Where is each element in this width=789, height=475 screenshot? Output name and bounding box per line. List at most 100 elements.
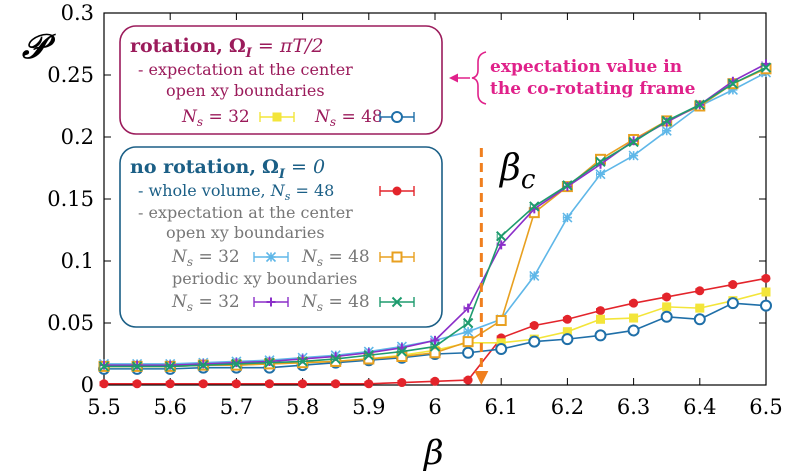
series-6 — [98, 62, 772, 372]
data-point — [727, 84, 738, 95]
data-point — [761, 287, 771, 297]
y-tick-label: 0.3 — [61, 1, 94, 25]
data-point — [297, 356, 308, 367]
y-axis-title: 𝒫 — [22, 27, 56, 67]
legend-marker — [391, 296, 403, 308]
x-tick-label: 6.3 — [617, 395, 650, 419]
data-point — [562, 180, 573, 191]
x-tick-label: 6.2 — [551, 395, 584, 419]
data-point — [429, 347, 441, 359]
x-tick-label: 5.5 — [87, 395, 120, 419]
x-tick-label: 5.7 — [220, 395, 253, 419]
legend-open-boundaries: open xy boundaries — [166, 223, 325, 242]
beta-c-arrow-icon — [474, 371, 489, 385]
data-point — [298, 379, 308, 389]
data-point — [628, 136, 639, 148]
legend-whole-volume: - whole volume, Ns = 48 — [138, 181, 334, 203]
data-point — [231, 358, 242, 370]
data-point — [760, 62, 772, 73]
data-point — [561, 333, 574, 346]
data-point — [594, 329, 607, 342]
y-tick-label: 0.15 — [47, 187, 94, 211]
data-point — [495, 315, 507, 327]
data-point — [495, 230, 507, 242]
data-point — [562, 212, 573, 223]
series-0 — [99, 273, 771, 389]
legend-rotation-ns32: Ns = 32 — [181, 107, 250, 129]
data-point — [132, 379, 142, 389]
legend-periodic-ns48-marker — [379, 296, 415, 308]
annotation-brace — [471, 51, 487, 105]
legend-periodic-ns32-marker — [253, 297, 289, 307]
data-point — [661, 115, 672, 127]
x-tick-label: 5.8 — [286, 395, 319, 419]
x-tick-label: 5.6 — [153, 395, 186, 419]
legend-periodic-boundaries: periodic xy boundaries — [172, 269, 357, 288]
data-point — [528, 335, 541, 348]
legend-marker — [266, 297, 276, 307]
data-point — [330, 353, 341, 365]
y-tick-label: 0.25 — [47, 63, 94, 87]
data-point — [627, 324, 640, 337]
data-point — [463, 375, 473, 385]
annotation-arrow-icon — [449, 73, 458, 83]
data-point — [695, 303, 705, 313]
legend-marker — [391, 111, 403, 123]
data-point — [430, 335, 440, 345]
legend-rotation-ns48-marker — [379, 111, 415, 123]
data-point — [728, 280, 738, 290]
annotation-line2: the co-rotating frame — [490, 79, 696, 99]
data-point — [463, 303, 473, 313]
legend-no-rotation: no rotation, ΩI = 0 - whole volume, Ns = … — [119, 146, 443, 328]
annotation-line1: expectation value in — [490, 57, 682, 77]
x-tick-label: 5.9 — [352, 395, 385, 419]
legend-rotation-ns32-marker — [259, 112, 295, 122]
data-point — [693, 313, 706, 326]
legend-rotation-line2: open xy boundaries — [166, 81, 325, 100]
data-point — [562, 314, 572, 324]
data-point — [727, 78, 739, 89]
data-point — [164, 361, 176, 372]
series-layer — [98, 59, 772, 389]
x-tick-label: 6.5 — [749, 395, 782, 419]
data-point — [562, 327, 572, 337]
legend-marker — [272, 112, 282, 122]
data-point — [694, 99, 706, 110]
data-point — [99, 379, 109, 389]
legend-whole-volume-marker — [379, 186, 415, 196]
y-tick-label: 0.05 — [47, 311, 94, 335]
data-point — [628, 150, 639, 161]
data-point — [396, 346, 408, 357]
x-tick-label: 6.1 — [484, 395, 517, 419]
data-point — [596, 314, 605, 324]
legend-open-ns48: Ns = 48 — [301, 247, 370, 269]
legend-center-line: - expectation at the center — [138, 203, 353, 222]
data-point — [231, 379, 241, 389]
data-point — [595, 169, 606, 180]
data-point — [198, 359, 209, 371]
data-point — [761, 273, 771, 283]
data-point — [661, 125, 672, 136]
legend-rotation-ns48: Ns = 48 — [314, 107, 383, 129]
data-point — [726, 297, 739, 310]
legend-marker — [391, 251, 403, 263]
data-point — [430, 376, 440, 386]
data-point — [660, 310, 673, 323]
data-point — [462, 336, 474, 348]
legend-open-ns32: Ns = 32 — [171, 247, 240, 269]
x-tick-label: 6.4 — [683, 395, 716, 419]
y-tick-label: 0.2 — [61, 125, 94, 149]
data-point — [662, 292, 672, 302]
data-point — [463, 326, 474, 337]
data-point — [695, 286, 705, 296]
axis-ticks: 5.5 5.6 5.7 5.8 5.9 6 6.1 6.2 6.3 6.4 6.5 0 0.05 0.1 0… — [47, 1, 782, 419]
data-point — [131, 361, 143, 372]
legend-open-ns32-marker — [253, 251, 289, 263]
data-point — [98, 361, 110, 372]
data-point — [496, 338, 506, 348]
data-point — [629, 298, 639, 308]
data-point — [429, 341, 441, 352]
x-tick-label: 6 — [428, 395, 441, 419]
legend-marker — [265, 251, 277, 263]
data-point — [363, 350, 375, 361]
